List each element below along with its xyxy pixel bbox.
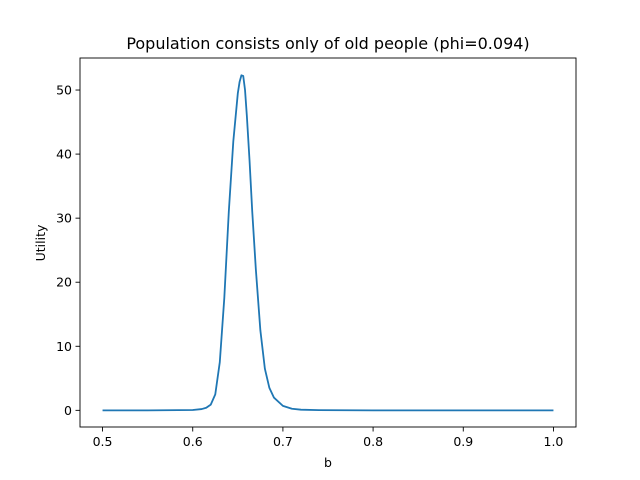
y-tick-label: 10 [56, 339, 72, 354]
y-tick-label: 0 [64, 403, 72, 418]
y-tick-label: 40 [56, 147, 72, 162]
x-tick-label: 0.8 [363, 434, 383, 449]
x-tick-label: 1.0 [544, 434, 564, 449]
chart-title: Population consists only of old people (… [126, 34, 529, 53]
series-line-0 [102, 74, 554, 412]
y-axis-label: Utility [33, 224, 48, 261]
x-tick-label: 0.5 [93, 434, 113, 449]
plot-frame [79, 57, 577, 428]
x-tick-label: 0.9 [453, 434, 473, 449]
x-axis: 0.5 0.6 0.7 0.8 0.9 1.0 [93, 427, 564, 449]
x-axis-label: b [324, 455, 332, 470]
x-tick-label: 0.7 [273, 434, 293, 449]
plot-area [102, 74, 554, 412]
x-tick-label: 0.6 [183, 434, 203, 449]
y-axis: 0 10 20 30 40 50 [56, 83, 80, 418]
y-tick-label: 50 [56, 83, 72, 98]
y-tick-label: 20 [56, 275, 72, 290]
y-tick-label: 30 [56, 211, 72, 226]
